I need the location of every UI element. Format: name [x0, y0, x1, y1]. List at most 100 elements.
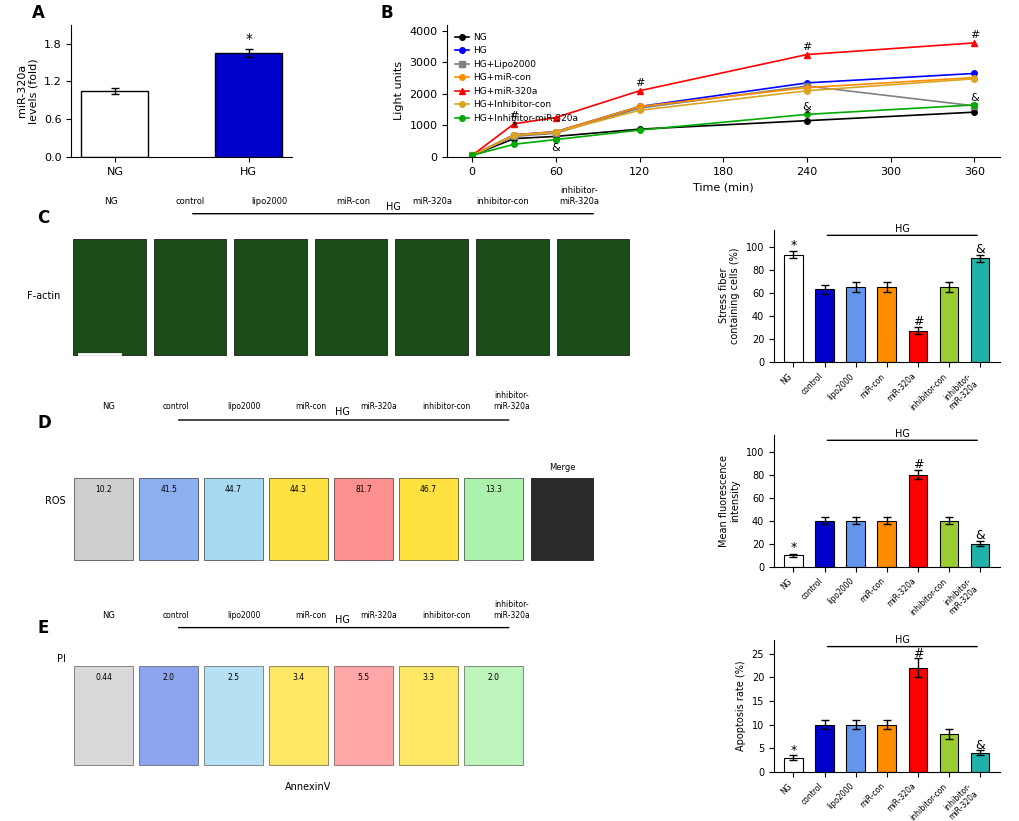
Bar [215, 53, 282, 157]
Text: *: * [246, 32, 252, 46]
Y-axis label: Mean fluorescence
intensity: Mean fluorescence intensity [718, 455, 740, 547]
Text: &: & [551, 144, 559, 154]
Text: #: # [912, 647, 922, 660]
Text: control: control [162, 611, 189, 620]
FancyBboxPatch shape [74, 666, 133, 765]
Text: inhibitor-
miR-320a: inhibitor- miR-320a [492, 392, 530, 410]
Text: 44.7: 44.7 [225, 484, 242, 493]
Bar [814, 724, 834, 772]
Bar [814, 521, 834, 566]
FancyBboxPatch shape [269, 478, 328, 560]
Bar [876, 521, 896, 566]
Bar [908, 475, 926, 566]
Text: inhibitor-
miR-320a: inhibitor- miR-320a [558, 186, 598, 206]
FancyBboxPatch shape [74, 478, 133, 560]
Text: miR-320a: miR-320a [360, 611, 397, 620]
Text: 3.4: 3.4 [292, 672, 305, 681]
Text: *: * [803, 108, 809, 119]
Text: PI: PI [57, 654, 65, 664]
Text: 13.3: 13.3 [484, 484, 501, 493]
FancyBboxPatch shape [333, 478, 392, 560]
Text: miR-con: miR-con [296, 401, 326, 410]
Bar [876, 724, 896, 772]
Bar [908, 667, 926, 772]
Bar [784, 255, 802, 362]
Text: miR-con: miR-con [296, 611, 326, 620]
Text: 2.5: 2.5 [227, 672, 239, 681]
Text: *: * [790, 541, 796, 554]
Text: NG: NG [104, 197, 117, 206]
Bar [970, 753, 988, 772]
FancyBboxPatch shape [398, 478, 458, 560]
FancyBboxPatch shape [556, 239, 629, 355]
Text: miR-con: miR-con [336, 197, 370, 206]
FancyBboxPatch shape [476, 239, 548, 355]
Text: inhibitor-con: inhibitor-con [476, 197, 529, 206]
Text: HG: HG [334, 407, 350, 417]
Text: inhibitor-
miR-320a: inhibitor- miR-320a [492, 600, 530, 620]
Text: 2.0: 2.0 [163, 672, 174, 681]
Bar [784, 555, 802, 566]
Text: inhibitor-con: inhibitor-con [422, 611, 471, 620]
Text: control: control [162, 401, 189, 410]
Text: NG: NG [102, 611, 114, 620]
Text: B: B [380, 4, 393, 22]
FancyBboxPatch shape [463, 666, 523, 765]
Text: &: & [974, 242, 984, 255]
Text: 2.0: 2.0 [487, 672, 498, 681]
Text: lipo2000: lipo2000 [226, 611, 260, 620]
Text: AnnexinV: AnnexinV [285, 782, 331, 792]
Bar [846, 724, 864, 772]
Bar [970, 259, 988, 362]
Text: #: # [912, 315, 922, 328]
FancyBboxPatch shape [463, 478, 523, 560]
Bar [814, 289, 834, 362]
Y-axis label: miR-320a
levels (fold): miR-320a levels (fold) [16, 58, 39, 123]
Text: HG: HG [385, 203, 400, 213]
Y-axis label: Stress fiber
containing cells (%): Stress fiber containing cells (%) [718, 247, 740, 344]
Bar [784, 758, 802, 772]
Text: A: A [32, 4, 45, 22]
Text: E: E [38, 619, 49, 637]
Bar [876, 287, 896, 362]
Text: &: & [969, 93, 978, 103]
Bar [970, 544, 988, 566]
FancyBboxPatch shape [395, 239, 468, 355]
FancyBboxPatch shape [73, 239, 146, 355]
Bar [938, 521, 957, 566]
Bar [908, 331, 926, 362]
Text: &: & [802, 103, 811, 112]
Text: &: & [974, 739, 984, 752]
Bar [938, 734, 957, 772]
X-axis label: Time (min): Time (min) [692, 182, 753, 192]
Bar [938, 287, 957, 362]
Text: D: D [38, 414, 51, 432]
FancyBboxPatch shape [269, 666, 328, 765]
Text: 0.44: 0.44 [95, 672, 112, 681]
FancyBboxPatch shape [204, 478, 263, 560]
Text: miR-320a: miR-320a [360, 401, 397, 410]
Text: lipo2000: lipo2000 [226, 401, 260, 410]
Text: 3.3: 3.3 [422, 672, 434, 681]
Bar [846, 521, 864, 566]
Text: #: # [635, 78, 644, 88]
Text: #: # [969, 30, 978, 40]
Text: 44.3: 44.3 [289, 484, 307, 493]
Text: lipo2000: lipo2000 [251, 197, 286, 206]
FancyBboxPatch shape [234, 239, 307, 355]
Bar [82, 91, 149, 157]
FancyBboxPatch shape [154, 239, 226, 355]
Text: C: C [38, 209, 50, 227]
FancyBboxPatch shape [531, 478, 593, 560]
Text: HG: HG [894, 429, 909, 439]
Text: ROS: ROS [45, 496, 65, 506]
FancyBboxPatch shape [139, 666, 198, 765]
Text: #: # [508, 112, 519, 122]
Text: HG: HG [894, 224, 909, 234]
FancyBboxPatch shape [139, 478, 198, 560]
Text: 5.5: 5.5 [357, 672, 369, 681]
Text: 41.5: 41.5 [160, 484, 177, 493]
Text: inhibitor-con: inhibitor-con [422, 401, 471, 410]
Text: Merge: Merge [548, 462, 575, 471]
Text: &: & [974, 530, 984, 542]
